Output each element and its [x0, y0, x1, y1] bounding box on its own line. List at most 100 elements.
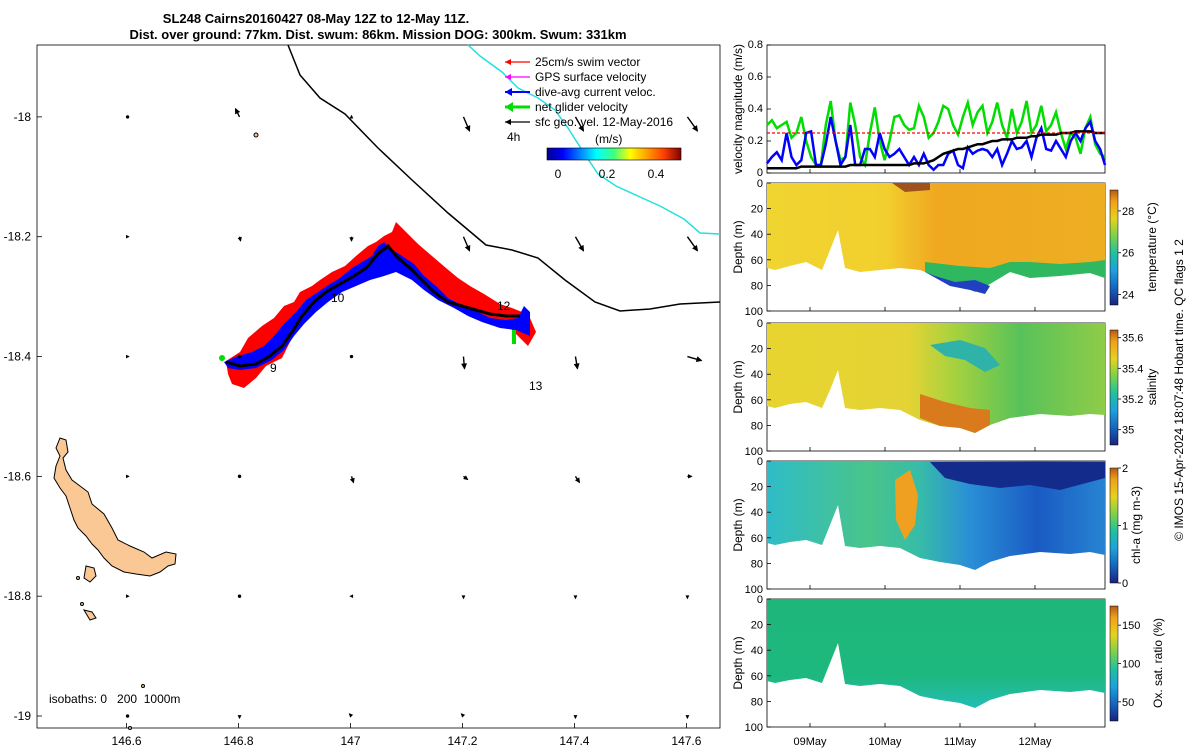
depth-tick-label: 20	[751, 344, 763, 356]
vel-ytick-label: 0.6	[748, 71, 763, 83]
net-velocity-mark	[512, 330, 516, 344]
vel-ytick-label: 0.8	[748, 39, 763, 51]
sfc-arrow-head	[237, 236, 242, 242]
cbar-tick-label: 26	[1122, 248, 1134, 260]
sfc-arrow-head	[573, 595, 578, 600]
sfc-arrow-head	[685, 715, 690, 720]
chlorophyll-ylabel: Depth (m)	[731, 498, 745, 551]
oxygen-ylabel: Depth (m)	[731, 636, 745, 689]
sfc-arrow-head	[126, 234, 130, 239]
colorbar-tick-0.4: 0.4	[648, 167, 665, 181]
oxygen-field	[767, 599, 1105, 708]
cbar-tick-label: 28	[1122, 206, 1134, 218]
velocity-ylabel: velocity magnitude (m/s)	[731, 44, 745, 174]
sfc-arrow-head	[460, 713, 466, 718]
map-xtick-label: 146.6	[112, 734, 142, 748]
map-ytick-label: -18.2	[4, 230, 32, 244]
map-xtick-label: 147.2	[447, 734, 477, 748]
cbar-tick-label: 35	[1122, 425, 1134, 437]
sfc-arrow-head	[692, 244, 699, 252]
depth-tick-label: 40	[751, 507, 763, 519]
depth-tick-label: 0	[757, 594, 763, 606]
depth-tick-label: 100	[745, 306, 763, 318]
sfc-arrow-head	[349, 594, 354, 598]
map-xtick-label: 147	[340, 734, 360, 748]
sfc-arrow	[237, 354, 242, 359]
sfc-arrow-head	[688, 474, 693, 479]
sfc-arrow	[125, 714, 130, 718]
cbar-tick-label: 35.4	[1122, 363, 1143, 375]
interval-label: 4h	[507, 130, 520, 144]
chlorophyll-panel: 0 20 40 60 80 100 0 1 2 Depth (m) chl-a (mg m-3…	[731, 456, 1143, 596]
day-label-12: 12	[497, 299, 511, 313]
figure-title-line2: Dist. over ground: 77km. Dist. swum: 86k…	[129, 27, 626, 42]
temperature-cold-water	[925, 272, 990, 294]
legend-arrowhead-net	[505, 102, 513, 112]
depth-tick-label: 60	[751, 255, 763, 267]
velocity-ticks: 0 0.2 0.4 0.6 0.8	[748, 39, 1036, 179]
sfc-arrow-head	[578, 244, 585, 252]
depth-tick-label: 80	[751, 420, 763, 432]
legend-arrowhead-current	[505, 88, 512, 96]
current-envelope	[224, 242, 530, 370]
depth-tick-label: 60	[751, 671, 763, 683]
depth-tick-label: 100	[745, 446, 763, 458]
sfc-geo-velocity-arrows	[125, 107, 703, 720]
copyright-note: © IMOS 15-Apr-2024 18:07:48 Hobart time.…	[1172, 239, 1186, 541]
sfc-arrow-head	[685, 595, 690, 600]
oxygen-clabel: Ox. sat. ratio (%)	[1151, 618, 1165, 708]
speed-colorbar	[546, 147, 682, 161]
depth-tick-label: 80	[751, 280, 763, 292]
velocity-series	[766, 97, 1107, 172]
time-tick-label: 09May	[793, 736, 827, 748]
oxygen-colorbar	[1109, 605, 1119, 722]
sfc-arrow-head	[573, 363, 580, 370]
legend-arrowhead-gps	[505, 74, 511, 80]
temperature-colorbar	[1109, 189, 1119, 306]
depth-tick-label: 40	[751, 229, 763, 241]
island-small-1	[83, 565, 97, 583]
cbar-tick-label: 50	[1122, 697, 1134, 709]
sfc-arrow-head	[695, 356, 703, 363]
sfc-arrow-head	[464, 244, 471, 252]
net-velocity-start	[219, 355, 225, 361]
sfc-arrow-head	[574, 477, 581, 484]
velocity-panel: 0 0.2 0.4 0.6 0.8 velocity magnitude (m/s)	[731, 39, 1107, 179]
sfc-arrow-head	[349, 477, 355, 484]
legend-current: dive-avg current veloc.	[535, 85, 656, 99]
salinity-ylabel: Depth (m)	[731, 360, 745, 413]
cbar-tick-label: 24	[1122, 290, 1134, 302]
island-small-2	[82, 609, 97, 621]
depth-tick-label: 0	[757, 318, 763, 330]
sfc-arrow	[237, 594, 242, 598]
depth-tick-label: 80	[751, 558, 763, 570]
colorbar-tick-0: 0	[555, 167, 562, 181]
depth-tick-label: 0	[757, 456, 763, 468]
colorbar-unit: (m/s)	[595, 132, 622, 146]
isobaths-label: isobaths: 0 200 1000m	[49, 692, 180, 706]
depth-tick-label: 100	[745, 584, 763, 596]
map-ytick-label: -18	[14, 110, 32, 124]
temperature-panel: 0 20 40 60 80 100 24 26 28 Depth (m) temperatur…	[731, 178, 1159, 318]
sfc-arrow-head	[235, 107, 241, 115]
depth-tick-label: 40	[751, 369, 763, 381]
sfc-arrow-head	[461, 363, 468, 370]
temperature-clabel: temperature (°C)	[1145, 202, 1159, 292]
map-ytick-label: -19	[14, 709, 32, 723]
vel-series-2	[767, 130, 1105, 170]
sfc-arrow-head	[237, 715, 242, 720]
island-dot-2	[76, 576, 80, 580]
map-ytick-label: -18.8	[4, 589, 32, 603]
vel-series-1	[766, 116, 1107, 172]
temperature-ylabel: Depth (m)	[731, 220, 745, 273]
depth-tick-label: 60	[751, 533, 763, 545]
salinity-high-bottom	[920, 394, 990, 433]
chlorophyll-clabel: chl-a (mg m-3)	[1129, 486, 1143, 564]
cbar-tick-label: 2	[1122, 463, 1128, 475]
cbar-tick-label: 150	[1122, 620, 1140, 632]
map-xtick-label: 147.4	[559, 734, 589, 748]
sfc-arrow-head	[349, 114, 354, 119]
map-legend: 25cm/s swim vector GPS surface velocity …	[505, 55, 682, 181]
cbar-tick-label: 100	[1122, 659, 1140, 671]
land-islands	[53, 132, 259, 730]
